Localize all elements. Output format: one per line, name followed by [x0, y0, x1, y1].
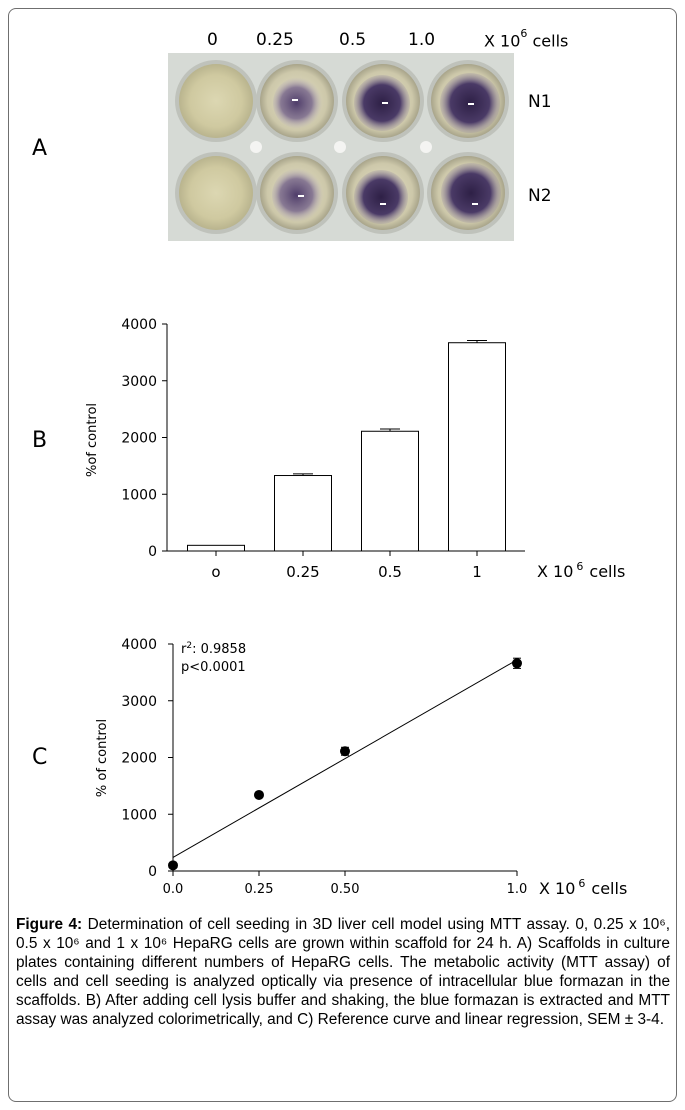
- x-axis-unit-label: X 10 6 cells: [537, 560, 625, 581]
- y-tick-label: 4000: [121, 317, 157, 333]
- x-tick-label: 0.25: [286, 563, 319, 581]
- r2-annotation: r2: 0.9858: [181, 641, 246, 657]
- data-point: [254, 789, 264, 800]
- p-value-annotation: p<0.0001: [181, 660, 246, 675]
- x-tick-label: 1: [472, 563, 482, 581]
- y-tick-label: 2000: [121, 431, 157, 447]
- data-point: [512, 658, 522, 669]
- regression-line: [172, 659, 518, 858]
- bar: [187, 544, 245, 552]
- y-tick-label: 4000: [121, 637, 157, 653]
- row-label-n2: N2: [528, 186, 552, 206]
- culture-plate-photo: [168, 53, 514, 241]
- data-point: [168, 860, 178, 871]
- well-column-label-0.25: 0.25: [256, 30, 294, 50]
- caption-text: Determination of cell seeding in 3D live…: [16, 916, 670, 1028]
- data-point: [340, 746, 350, 757]
- y-tick-label: 3000: [121, 694, 157, 710]
- x-tick-label: 1.0: [507, 882, 528, 897]
- bar: [274, 475, 332, 552]
- bar: [448, 342, 506, 552]
- x-axis-unit-label: X 10 6 cells: [539, 877, 627, 898]
- well-column-label-0: 0: [207, 30, 218, 50]
- y-tick-label: 1000: [121, 807, 157, 823]
- y-tick-label: 2000: [121, 751, 157, 767]
- panel-a-unit-label: X 106 cells: [484, 27, 569, 51]
- y-tick-label: 0: [148, 544, 157, 560]
- caption-label: Figure 4:: [16, 916, 83, 933]
- y-tick-label: 3000: [121, 374, 157, 390]
- figure-caption: Figure 4: Determination of cell seeding …: [16, 915, 670, 1029]
- x-tick-label: 0.50: [331, 882, 360, 897]
- panel-a-letter: A: [32, 136, 48, 161]
- panel-c-letter: C: [32, 745, 48, 770]
- x-tick-label: o: [211, 563, 220, 581]
- y-tick-label: 1000: [121, 487, 157, 503]
- panel-b-bar-chart: 0 1000 2000 3000 4000 o 0.25 0.5 1 %of control X 1…: [85, 317, 625, 581]
- y-axis-label: % of control: [95, 719, 110, 797]
- well-column-label-0.5: 0.5: [339, 30, 367, 50]
- well-column-label-1.0: 1.0: [408, 30, 436, 50]
- panel-c-scatter-chart: 0 1000 2000 3000 4000 0.0 0.25 0.50 1.0 r2: 0.985…: [95, 637, 627, 898]
- bar: [361, 430, 419, 552]
- x-tick-label: 0.25: [245, 882, 274, 897]
- y-tick-label: 0: [148, 864, 157, 880]
- figure-frame: [8, 8, 677, 1102]
- x-tick-label: 0.5: [378, 563, 402, 581]
- y-axis-label: %of control: [85, 403, 100, 477]
- panel-b-letter: B: [32, 428, 48, 453]
- x-tick-label: 0.0: [163, 882, 184, 897]
- row-label-n1: N1: [528, 92, 552, 112]
